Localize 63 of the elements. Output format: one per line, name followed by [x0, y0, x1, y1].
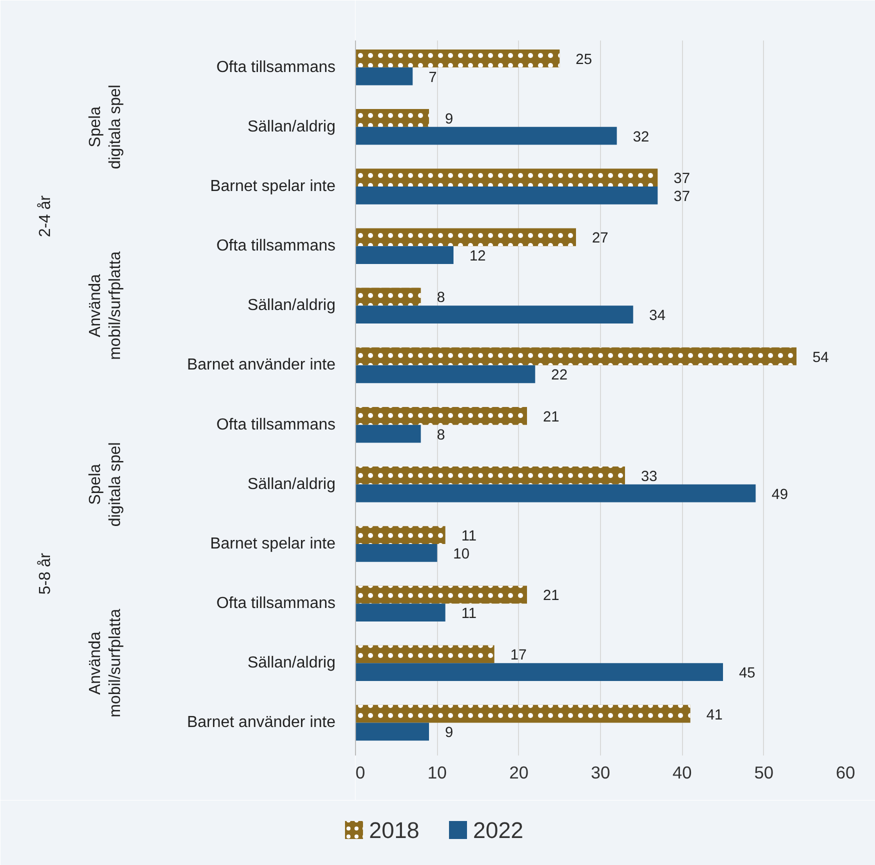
x-tick-label: 0 [356, 762, 366, 782]
y-tick-label: Ofta tillsammans [216, 595, 336, 612]
data-label: 54 [812, 350, 829, 366]
data-label: 41 [706, 707, 723, 724]
data-label: 37 [674, 171, 690, 188]
bar [356, 126, 617, 145]
bar [356, 484, 756, 502]
y-tick-label: Barnet använder inte [186, 714, 336, 732]
x-tick-label: 40 [672, 762, 692, 782]
data-label: 7 [428, 70, 437, 86]
data-label: 8 [436, 427, 445, 444]
legend-label: 2018 [369, 817, 420, 843]
x-tick-label: 30 [590, 762, 610, 782]
data-label: 45 [739, 666, 756, 682]
x-tick-label: 10 [428, 762, 447, 782]
text: Spela digitala spel [87, 84, 124, 170]
y-tick-label: Sällan/aldrig [247, 297, 336, 314]
y-tick-label: Barnet spelar inte [210, 535, 336, 552]
data-label: 11 [461, 528, 477, 545]
legend-label: 2022 [473, 817, 524, 843]
y-tick-label: Ofta tillsammans [216, 58, 336, 76]
text: 5-8 år [37, 552, 54, 595]
bar [356, 544, 438, 562]
y-tick-label: Sällan/aldrig [247, 654, 336, 672]
data-label: 49 [772, 486, 788, 503]
y-tick-label: Barnet spelar inte [210, 178, 336, 195]
data-label: 21 [543, 409, 560, 426]
data-label: 21 [543, 588, 560, 604]
data-label: 12 [470, 248, 486, 264]
data-label: 33 [641, 468, 658, 485]
y-tick-label: Ofta tillsammans [216, 416, 336, 434]
data-label: 17 [510, 648, 527, 664]
x-tick-label: 20 [509, 762, 528, 782]
data-label: 27 [592, 230, 608, 247]
x-tick-label: 60 [836, 762, 856, 782]
bar [356, 306, 634, 324]
bar [356, 722, 429, 741]
y-tick-label: Sällan/aldrig [247, 476, 336, 493]
text: Använda mobil/surfplatta [87, 251, 124, 360]
data-label: 22 [551, 368, 568, 384]
data-label: 9 [445, 725, 454, 742]
y-tick-label: Sällan/aldrig [247, 118, 336, 136]
data-label: 32 [632, 129, 650, 146]
bar [356, 604, 446, 622]
data-label: 10 [453, 546, 470, 562]
data-label: 8 [436, 290, 445, 306]
bar [356, 246, 454, 264]
data-label: 34 [649, 308, 666, 324]
data-label: 37 [674, 188, 690, 205]
bar [356, 67, 413, 86]
y-tick-label: Ofta tillsammans [216, 238, 336, 255]
x-tick-label: 50 [754, 762, 774, 782]
bar [356, 424, 421, 443]
y-tick-label: Barnet använder inte [186, 356, 336, 374]
data-label: 9 [445, 111, 454, 128]
data-label: 11 [461, 606, 477, 622]
text: Använda mobil/surfplatta [87, 608, 124, 718]
bar [356, 365, 536, 384]
text: 2-4 år [37, 194, 54, 238]
bar [356, 186, 658, 204]
data-label: 25 [576, 52, 592, 68]
bar [356, 663, 723, 682]
text: Spela digitala spel [87, 442, 124, 527]
